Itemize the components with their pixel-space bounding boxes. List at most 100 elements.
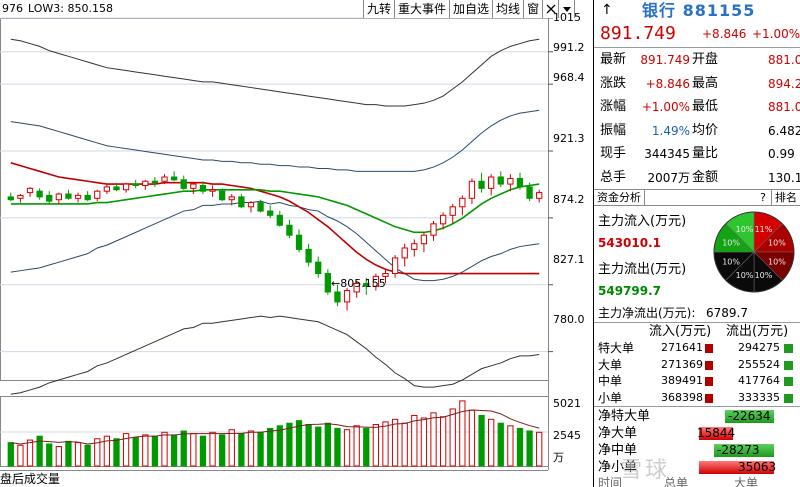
- inflow-bar: [705, 344, 713, 353]
- quote-value: 881.059: [768, 100, 800, 114]
- tab-fund-analysis[interactable]: 资金分析: [594, 190, 645, 205]
- y-axis-label: 874.2: [553, 193, 585, 206]
- candle-body: [382, 273, 389, 277]
- candle-body: [286, 224, 293, 236]
- total-order-column-header: 总单: [664, 476, 689, 487]
- volume-bar: [55, 446, 62, 467]
- time-column-header: 时间: [598, 476, 623, 487]
- order-size-label: 中单: [598, 374, 623, 388]
- quote-value: 894.210: [768, 76, 800, 91]
- kline-chart-canvas[interactable]: [0, 0, 593, 487]
- candle-body: [372, 275, 380, 287]
- candle-body: [7, 196, 14, 201]
- kline-chart-area[interactable]: 976 LOW3: 850.158 九转 重大事件 加自选 均线 窗 1015 …: [0, 0, 593, 487]
- inflow-bar: [705, 360, 713, 370]
- pie-slice-label: 10%: [736, 225, 754, 234]
- pie-slice-label: 10%: [755, 271, 773, 280]
- volume-axis-label: 2545: [553, 429, 581, 442]
- net-flow-bar: [699, 427, 733, 440]
- candle-body: [46, 194, 53, 202]
- volume-bar: [420, 417, 428, 467]
- y-axis-label: 827.1: [553, 253, 585, 266]
- moving-average-button[interactable]: 均线: [493, 0, 525, 18]
- net-order-label: 净小单: [598, 460, 638, 475]
- major-events-button[interactable]: 重大事件: [395, 0, 451, 18]
- candle-body: [103, 186, 111, 192]
- dropdown-arrow-icon[interactable]: [559, 0, 576, 18]
- inflow-header: 流入(万元): [649, 324, 712, 339]
- candle-body: [161, 176, 168, 182]
- candle-body: [247, 202, 255, 208]
- net-flow-bar: [699, 461, 774, 474]
- candle-body: [526, 186, 533, 199]
- volume-bar: [516, 427, 524, 467]
- candle-body: [459, 197, 466, 208]
- candle-body: [142, 180, 149, 187]
- volume-bar: [219, 434, 226, 467]
- net-flow-bar: [725, 410, 774, 423]
- volume-bar: [401, 422, 408, 467]
- quote-panel: ↑ 银行 881155 891.749 +8.846 +1.00% 最新 891.…: [593, 0, 800, 487]
- candle-body: [84, 194, 91, 201]
- bottom-header-row: 时间 总单 大单: [594, 477, 800, 487]
- quote-value: +8.846: [645, 76, 690, 91]
- add-watchlist-button[interactable]: 加自选: [450, 0, 494, 18]
- candle-body: [55, 193, 62, 201]
- outflow-bar: [784, 360, 793, 370]
- quote-label: 振幅: [600, 122, 627, 138]
- candle-body: [267, 210, 274, 216]
- candle-body: [363, 282, 370, 287]
- volume-bar: [478, 414, 485, 467]
- volume-bar: [238, 433, 245, 467]
- outflow-value: 294275: [738, 341, 780, 354]
- volume-bar: [113, 438, 120, 467]
- volume-bar: [190, 433, 197, 467]
- inflow-value: 389491: [661, 374, 703, 387]
- volume-bar: [142, 434, 149, 467]
- candle-body: [497, 176, 504, 185]
- tab-ranking[interactable]: 排名: [775, 191, 797, 204]
- volume-bar: [382, 421, 389, 467]
- candle-body: [238, 196, 245, 208]
- quote-label: 最高: [692, 75, 719, 91]
- volume-bar: [411, 414, 418, 467]
- up-arrow-icon[interactable]: ↑: [601, 2, 613, 18]
- volume-bar: [103, 435, 111, 467]
- candle-body: [324, 273, 331, 293]
- outflow-value: 333335: [738, 390, 780, 404]
- pie-slice-label: 11%: [755, 225, 773, 234]
- candle-body: [334, 291, 341, 303]
- net-flow-row: 净大单 15844: [594, 425, 800, 442]
- quote-label: 量比: [692, 146, 719, 161]
- volume-bar: [391, 418, 399, 467]
- volume-bar: [228, 429, 235, 467]
- pie-slice-label: 10%: [736, 271, 754, 280]
- band-inner-lower: [10, 200, 540, 282]
- candle-body: [439, 214, 447, 225]
- stock-title: 银行 881155: [642, 1, 756, 20]
- volume-bar: [526, 430, 533, 467]
- candle-body: [420, 234, 428, 245]
- close-icon[interactable]: [543, 0, 560, 18]
- divider: [594, 47, 800, 48]
- jiuzhuan-button[interactable]: 九转: [364, 0, 396, 18]
- inflow-bar: [705, 393, 713, 403]
- candle-body: [94, 190, 101, 199]
- net-flow-value: -22634: [728, 409, 771, 423]
- price-change: +8.846: [702, 27, 747, 41]
- y-axis-label: 921.3: [553, 132, 585, 145]
- quote-value: 881.088: [768, 53, 800, 67]
- window-button[interactable]: 窗: [524, 0, 544, 18]
- help-icon[interactable]: ?: [755, 190, 772, 205]
- candle-body: [26, 187, 34, 194]
- quote-value: 891.749: [640, 53, 690, 67]
- net-order-label: 净特大单: [598, 409, 651, 424]
- band-outer-upper: [10, 38, 540, 107]
- candle-body: [228, 196, 235, 201]
- candle-body: [151, 180, 159, 184]
- volume-bar: [94, 438, 101, 467]
- net-flow-row: 净特大单 -22634: [594, 408, 800, 425]
- volume-bar: [497, 422, 504, 467]
- outflow-bar: [784, 344, 793, 353]
